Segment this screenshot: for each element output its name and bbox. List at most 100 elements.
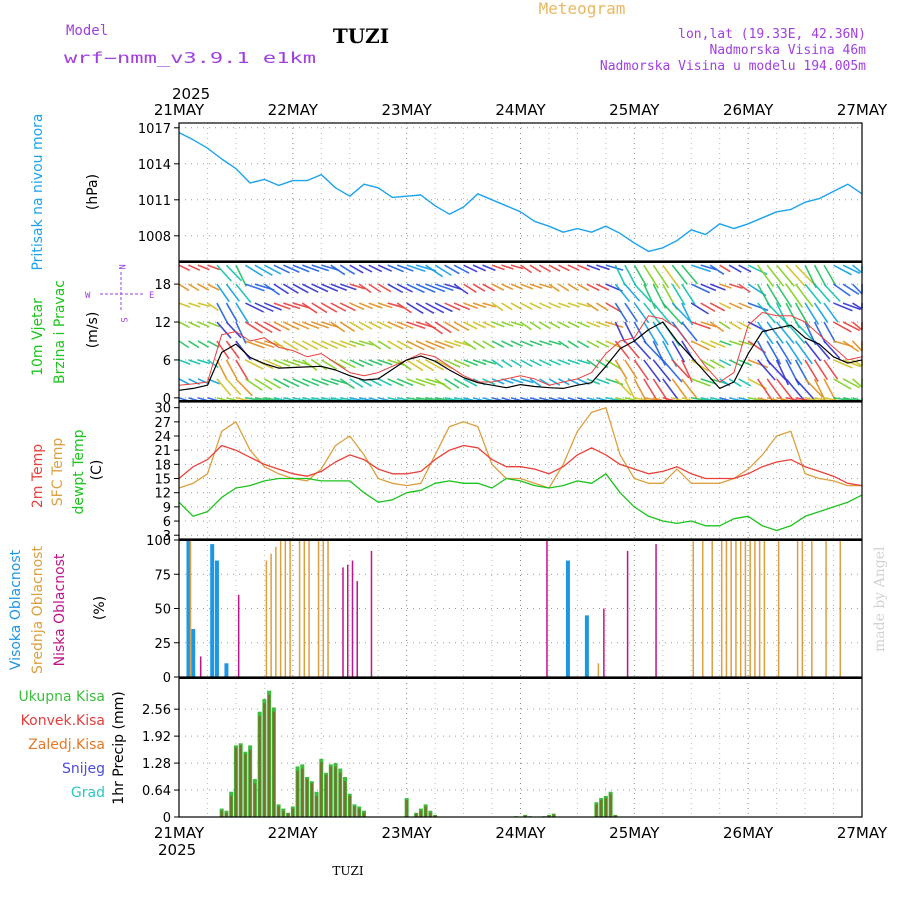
precip-legend-item: Zaledj.Kisa [28, 737, 105, 753]
ytick-label: 12 [154, 316, 171, 331]
wind-arrow [207, 302, 219, 312]
wind-arrow [766, 302, 787, 323]
wind-arrow [434, 264, 452, 277]
wind-arrow [396, 359, 412, 371]
cloud-bar [308, 540, 310, 677]
wind-arrow [358, 283, 372, 294]
precip-legend-item: Konvek.Kisa [21, 713, 105, 729]
wind-arrow [254, 321, 273, 334]
bottom-day-label: 26MAY [723, 824, 774, 842]
wind-arrow [387, 321, 404, 330]
wind-arrow [282, 283, 299, 294]
wind-arrow [377, 264, 393, 272]
wind-arrow [833, 359, 853, 369]
precip-conv-bar [286, 813, 290, 817]
cloud-bar [739, 540, 742, 677]
cloud-bar [735, 540, 737, 677]
wind-arrow [652, 264, 670, 289]
wind-arrow [349, 321, 364, 331]
bottom-day-label: 22MAY [268, 824, 319, 842]
wind-arrow [842, 302, 861, 311]
top-day-label: 26MAY [723, 101, 774, 119]
wind-arrow [292, 321, 310, 330]
wind-arrow [463, 264, 478, 273]
cloud-bar [801, 540, 804, 677]
pressure-ylabel: Pritisak na nivou mora [30, 113, 46, 270]
wind-arrow [700, 340, 717, 349]
wind-arrow [766, 321, 784, 344]
wind-arrow [188, 321, 201, 328]
wind-arrow [794, 340, 813, 365]
wind-arrow [567, 264, 580, 271]
wind-arrow [311, 302, 328, 314]
wind-arrow [225, 378, 242, 396]
cloud-bar [370, 550, 373, 677]
wind-arrow [700, 264, 717, 271]
wind-arrow [614, 283, 631, 303]
coords-text: lon,lat (19.33E, 42.36N) [678, 27, 866, 42]
wind-arrow [292, 264, 310, 273]
wind-arrow [377, 321, 392, 330]
wind-arrow [662, 302, 683, 326]
wind-arrow [851, 283, 863, 295]
wind-arrow [472, 321, 486, 329]
wind-arrow [738, 321, 752, 330]
wind-arrow [330, 321, 346, 333]
wind-arrow [520, 359, 533, 368]
wind-arrow [700, 283, 717, 292]
wind-arrow [662, 359, 683, 383]
wind-arrow [434, 359, 453, 370]
wind-arrow [444, 340, 462, 348]
wind-arrow [245, 340, 265, 349]
precip-conv-bar [614, 815, 617, 817]
wind-arrow [596, 378, 610, 385]
cloud-bar [546, 540, 548, 677]
wind-arrow [387, 378, 404, 387]
wind-arrow [358, 359, 373, 367]
wind-arrow [624, 283, 641, 302]
cloud-bar [210, 544, 215, 677]
cloud-bar [777, 540, 780, 677]
wind-arrow [178, 359, 191, 365]
wind-arrow [633, 378, 647, 401]
wind-arrow [510, 321, 524, 327]
wind-arrow [463, 302, 479, 309]
precip-legend: Ukupna Kisa Konvek.Kisa Zaledj.Kisa Snijeg G… [18, 689, 105, 801]
wind-arrow [254, 302, 274, 313]
compass-rose: N S W E [85, 264, 154, 322]
cloud-bar [289, 540, 291, 677]
cloud-unit: (%) [92, 596, 108, 620]
wind-arrow [823, 283, 841, 302]
wind-arrow [671, 340, 686, 363]
wind-arrow [225, 264, 242, 282]
wind-arrow [709, 264, 725, 275]
wind-arrow [415, 302, 435, 315]
pressure-line [178, 131, 863, 253]
wind-arrow [339, 302, 356, 312]
wind-arrow [577, 264, 590, 271]
wind-arrow [614, 340, 630, 360]
wind-arrow [453, 283, 469, 295]
wind-arrow [396, 378, 414, 387]
wind-arrow [482, 359, 497, 365]
wind-arrow [558, 302, 571, 309]
wind-arrow [254, 378, 273, 391]
wind-arrow [368, 302, 383, 309]
wind-arrow [377, 378, 392, 387]
wind-arrow [501, 264, 514, 270]
wind-arrow [301, 340, 319, 351]
wind-arrow [795, 264, 816, 287]
wind-arrow [245, 302, 264, 313]
wind-arrow [406, 359, 424, 372]
wind-arrow [235, 283, 252, 303]
elevation-text: Nadmorska Visina 46m [709, 43, 866, 58]
wind-arrow [624, 378, 636, 400]
wind-arrow [197, 283, 210, 291]
wind-arrow [339, 378, 355, 390]
wind-arrows [178, 264, 863, 402]
top-day-label: 25MAY [609, 101, 660, 119]
wind-arrow [766, 283, 782, 308]
wind-arrow [614, 378, 632, 396]
wind-arrow [510, 302, 523, 311]
